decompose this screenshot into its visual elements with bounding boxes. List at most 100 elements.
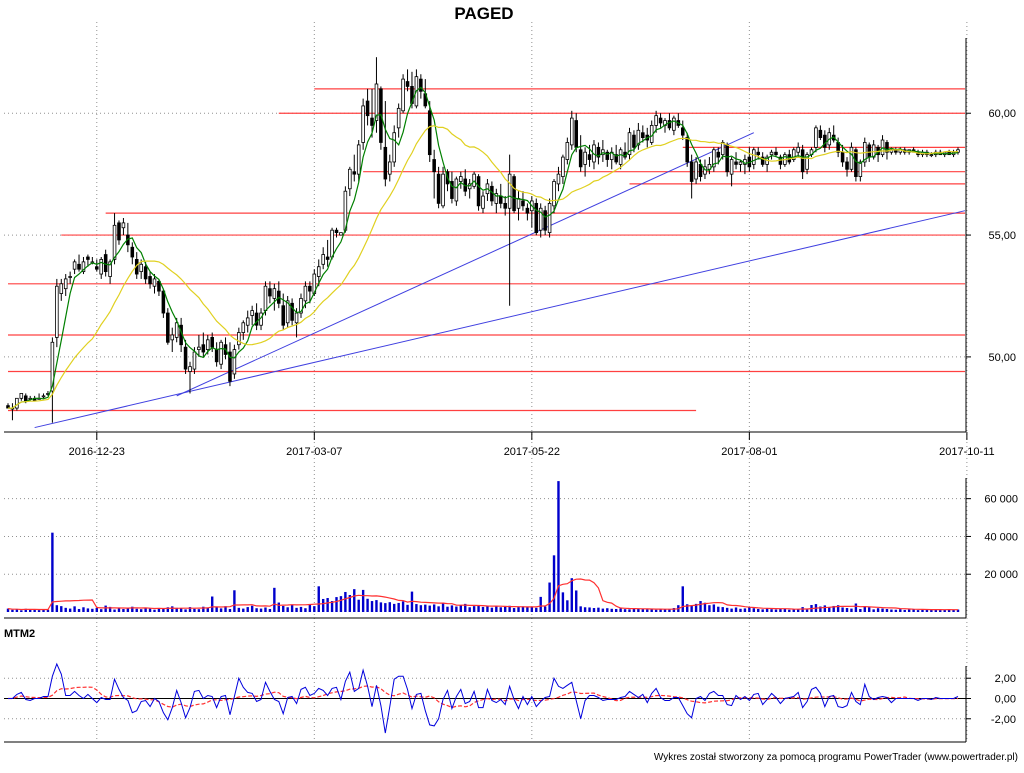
candle-body bbox=[694, 161, 698, 180]
volume-bar bbox=[255, 608, 258, 612]
candle-body bbox=[774, 151, 778, 156]
candle-body bbox=[250, 310, 254, 316]
volume-bar bbox=[690, 605, 693, 612]
candle-body bbox=[281, 305, 286, 326]
volume-bar bbox=[836, 605, 840, 612]
candle-body bbox=[636, 129, 641, 146]
candle-body bbox=[552, 181, 556, 207]
date-tick-label: 2017-05-22 bbox=[504, 446, 560, 458]
candle-body bbox=[334, 229, 339, 234]
volume-bar bbox=[193, 608, 196, 612]
volume-bar bbox=[881, 608, 884, 612]
volume-bar bbox=[317, 586, 320, 612]
moving-average-line bbox=[8, 86, 959, 409]
volume-bar bbox=[55, 605, 59, 612]
candle-body bbox=[818, 129, 823, 138]
candle-body bbox=[290, 302, 294, 321]
candle-body bbox=[325, 256, 330, 260]
volume-bar bbox=[912, 608, 915, 612]
volume-bar bbox=[246, 607, 249, 612]
volume-bar bbox=[357, 599, 360, 612]
volume-bar bbox=[952, 609, 955, 612]
volume-bar bbox=[841, 607, 844, 612]
volume-bar bbox=[313, 606, 316, 612]
candle-body bbox=[19, 393, 24, 399]
volume-bar bbox=[104, 605, 107, 612]
volume-bar bbox=[579, 606, 582, 612]
axis-label-layer: 50,00 55,00 60,00 2016-12-23 2017-03-07 2017-… bbox=[69, 108, 1018, 726]
volume-bar bbox=[650, 608, 653, 612]
candle-body bbox=[769, 151, 774, 156]
volume-bar bbox=[939, 610, 942, 612]
candle-body bbox=[427, 110, 432, 156]
candle-body bbox=[614, 154, 618, 163]
candle-body bbox=[454, 178, 459, 202]
volume-bar bbox=[530, 606, 534, 612]
volume-bar bbox=[925, 609, 929, 612]
volume-bar bbox=[73, 606, 76, 612]
candle-body bbox=[561, 156, 565, 177]
candle-body bbox=[68, 276, 72, 278]
volume-bar bbox=[437, 606, 440, 612]
volume-bar bbox=[157, 608, 161, 612]
trend-line-layer bbox=[34, 132, 966, 429]
volume-bar bbox=[805, 609, 809, 612]
candle-body bbox=[383, 146, 388, 180]
volume-bar bbox=[721, 607, 724, 612]
volume-bar bbox=[144, 607, 147, 612]
candle-body bbox=[352, 171, 357, 175]
volume-bar bbox=[259, 608, 263, 612]
volume-bar bbox=[477, 605, 480, 612]
volume-bar bbox=[117, 607, 121, 612]
volume-bar bbox=[237, 607, 241, 612]
volume-bar bbox=[916, 610, 920, 612]
volume-bar bbox=[761, 609, 764, 612]
price-tick-label: 55,00 bbox=[988, 230, 1016, 242]
volume-bar bbox=[663, 609, 667, 612]
candle-body bbox=[112, 224, 117, 260]
volume-bar bbox=[623, 609, 627, 612]
candle-body bbox=[734, 161, 738, 165]
volume-bar bbox=[113, 609, 116, 612]
candle-body bbox=[858, 161, 863, 177]
candle-body bbox=[823, 134, 827, 148]
candle-body bbox=[534, 202, 539, 234]
volume-bar bbox=[499, 607, 502, 612]
volume-bar bbox=[921, 609, 924, 612]
candle-body bbox=[570, 117, 574, 146]
volume-bar bbox=[42, 609, 45, 612]
volume-bar bbox=[543, 606, 547, 612]
candle-body bbox=[23, 395, 28, 402]
candle-body bbox=[86, 256, 90, 260]
volume-bar bbox=[863, 606, 866, 612]
mtm-tick-label: 0,00 bbox=[995, 694, 1016, 706]
candle-body bbox=[849, 146, 854, 170]
volume-bar bbox=[424, 604, 427, 612]
candle-body bbox=[503, 202, 507, 209]
volume-bar bbox=[344, 591, 347, 612]
candle-body bbox=[95, 266, 99, 270]
candle-body bbox=[756, 151, 761, 156]
mtm-tick-label: 2,00 bbox=[995, 673, 1016, 685]
candle-body bbox=[854, 149, 858, 177]
volume-bar bbox=[375, 600, 378, 612]
volume-bar bbox=[708, 605, 711, 612]
volume-bar bbox=[100, 609, 103, 612]
volume-bar bbox=[845, 608, 849, 612]
volume-bar bbox=[397, 602, 400, 612]
candle-body bbox=[166, 312, 170, 343]
volume-bar bbox=[361, 589, 365, 612]
candle-body bbox=[392, 132, 396, 163]
candle-body bbox=[214, 349, 219, 363]
volume-bar bbox=[947, 609, 951, 612]
candle-body bbox=[712, 149, 716, 168]
candle-body bbox=[632, 134, 636, 148]
candle-body bbox=[339, 232, 343, 236]
candle-body bbox=[370, 117, 374, 126]
candle-body bbox=[685, 137, 689, 163]
volume-bar bbox=[273, 587, 276, 612]
candle-body bbox=[72, 261, 77, 270]
mtm-panel-title: MTM2 bbox=[4, 628, 35, 640]
candle-body bbox=[547, 202, 552, 234]
